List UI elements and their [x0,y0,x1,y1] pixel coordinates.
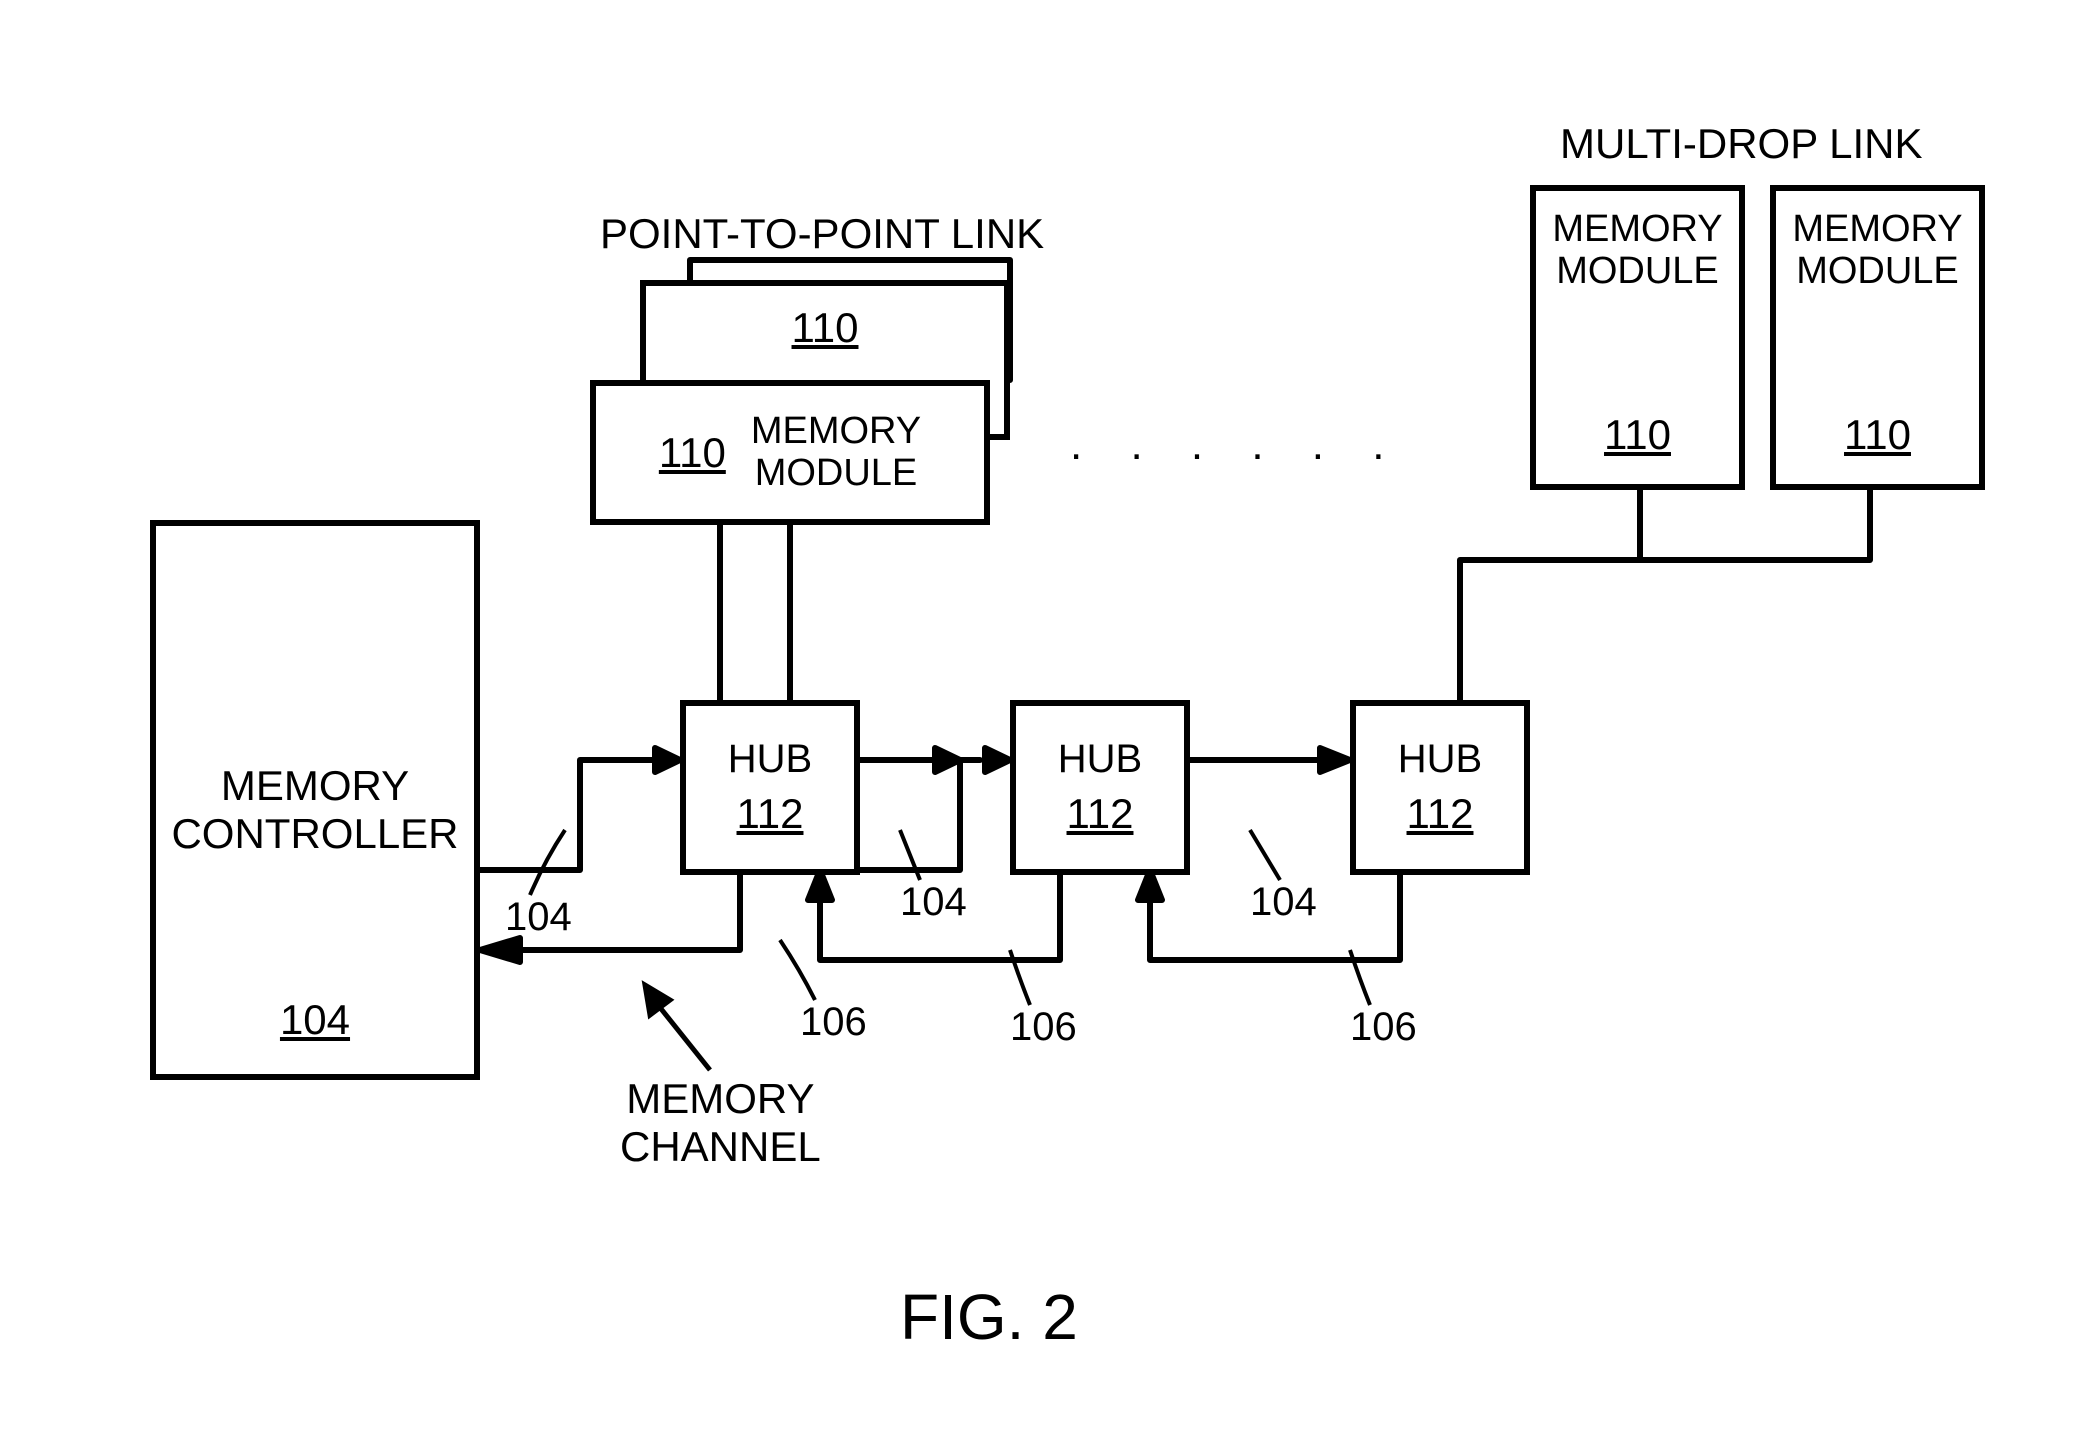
module-rb-line2: MODULE [1792,251,1962,293]
memory-channel-label: MEMORY CHANNEL [620,1075,821,1172]
memory-module-left-front: 110 MEMORY MODULE [590,380,990,525]
module-rb-ref: 110 [1844,411,1911,459]
hub3-label: HUB [1398,737,1482,782]
hub3-ref: 112 [1407,790,1474,838]
hub1-ref: 112 [737,790,804,838]
controller-label-1: MEMORY [171,762,458,810]
ref-104-b: 104 [900,880,967,925]
point-to-point-header: POINT-TO-POINT LINK [600,210,1044,258]
module-rb-line1: MEMORY [1792,209,1962,251]
memory-module-right-b: MEMORY MODULE 110 [1770,185,1985,490]
module-back-ref: 110 [792,304,859,352]
figure-caption: FIG. 2 [900,1280,1078,1354]
hub2-label: HUB [1058,737,1142,782]
hub-box-3: HUB 112 [1350,700,1530,875]
hub-box-1: HUB 112 [680,700,860,875]
hub2-ref: 112 [1067,790,1134,838]
hub-box-2: HUB 112 [1010,700,1190,875]
memory-channel-line1: MEMORY [620,1075,821,1123]
multi-drop-header: MULTI-DROP LINK [1560,120,1923,168]
module-front-ref: 110 [659,429,726,477]
ref-104-a: 104 [505,895,572,940]
memory-module-right-a: MEMORY MODULE 110 [1530,185,1745,490]
memory-controller-box: MEMORY CONTROLLER 104 [150,520,480,1080]
controller-ref: 104 [280,996,350,1044]
memory-channel-line2: CHANNEL [620,1123,821,1171]
ref-106-c: 106 [1350,1005,1417,1050]
hub1-label: HUB [728,737,812,782]
module-ra-line1: MEMORY [1552,209,1722,251]
ref-106-a: 106 [800,1000,867,1045]
controller-label-2: CONTROLLER [171,810,458,858]
module-ra-line2: MODULE [1552,251,1722,293]
ref-106-b: 106 [1010,1005,1077,1050]
ellipsis-dots: . . . . . . [1070,420,1402,470]
module-front-line1: MEMORY [751,411,921,453]
module-ra-ref: 110 [1604,411,1671,459]
module-front-line2: MODULE [751,453,921,495]
ref-104-c: 104 [1250,880,1317,925]
